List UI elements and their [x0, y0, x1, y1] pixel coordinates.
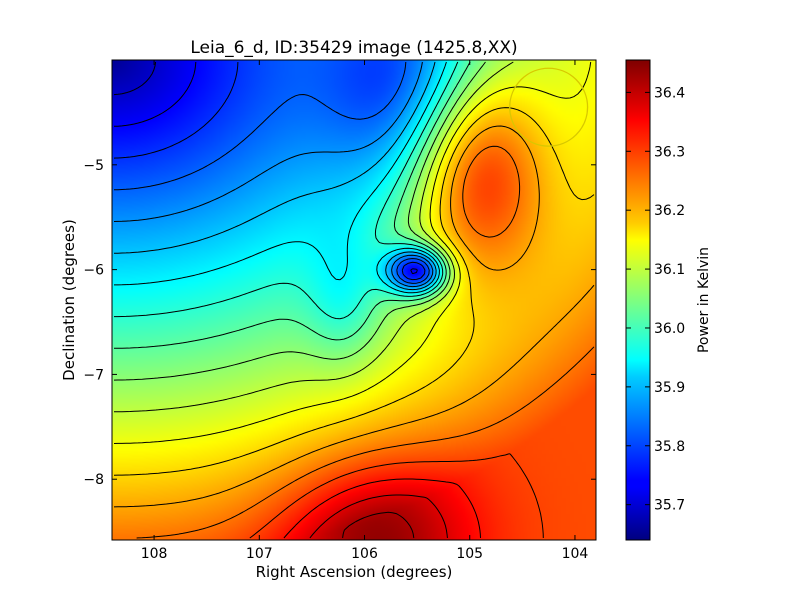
- colorbar-tick-label: 35.9: [654, 380, 685, 396]
- colorbar-tick-label: 36.1: [654, 262, 685, 278]
- contour-line: [113, 107, 595, 476]
- contour-line: [113, 61, 426, 281]
- x-tick-label: 107: [246, 546, 273, 562]
- contour-line: [114, 61, 459, 320]
- y-tick-label: −8: [83, 472, 104, 488]
- colorbar-gradient: [626, 60, 650, 540]
- x-tick-label: 104: [562, 546, 589, 562]
- contour-line: [114, 61, 471, 349]
- x-tick-label: 108: [141, 546, 168, 562]
- contour-line: [113, 61, 430, 284]
- x-axis: 108 107 106 105 104: [141, 60, 589, 562]
- contour-line: [113, 61, 418, 275]
- y-axis-label: Declination (degrees): [60, 219, 78, 381]
- y-axis: −5 −6 −7 −8: [83, 158, 596, 488]
- colorbar-ticks: 35.7 35.8 35.9 36.0 36.1 36.2 36.3 36.4: [626, 85, 685, 514]
- colorbar-tick-label: 35.8: [654, 439, 685, 455]
- plot-area: [111, 59, 597, 541]
- contour-line: [113, 61, 514, 413]
- contour-line: [136, 145, 595, 539]
- contour-line: [113, 61, 434, 288]
- beam-circle: [509, 67, 589, 147]
- colorbar-frame: [625, 59, 651, 541]
- colorbar-tick-label: 36.2: [654, 203, 685, 219]
- colorbar-tick-label: 35.7: [654, 498, 685, 514]
- contour-line: [249, 453, 544, 539]
- x-axis-label: Right Ascension (degrees): [256, 563, 453, 581]
- chart-title: Leia_6_d, ID:35429 image (1425.8,XX): [190, 38, 517, 58]
- contour-line: [113, 61, 157, 96]
- x-tick-label: 106: [351, 546, 378, 562]
- contour-line: [114, 61, 437, 291]
- contour-line: [114, 61, 447, 294]
- plot-frame: [111, 59, 597, 541]
- colorbar: 35.7 35.8 35.9 36.0 36.1 36.2 36.3 36.4 Power i…: [625, 59, 712, 541]
- y-tick-label: −7: [83, 367, 104, 383]
- colorbar-label: Power in Kelvin: [696, 247, 712, 353]
- colorbar-tick-label: 36.4: [654, 85, 685, 101]
- contour-line: [342, 511, 415, 539]
- colorbar-tick-label: 36.3: [654, 144, 685, 160]
- contour-line: [113, 61, 592, 444]
- contour-line: [113, 125, 595, 508]
- contour-line: [283, 478, 481, 539]
- y-tick-label: −5: [83, 158, 104, 174]
- contour-lines: [113, 61, 595, 539]
- y-tick-label: −6: [83, 263, 104, 279]
- x-tick-label: 105: [456, 546, 483, 562]
- contour-line: [113, 61, 486, 381]
- contour-line: [309, 494, 448, 539]
- heatmap-image: [112, 60, 596, 540]
- colorbar-tick-label: 36.0: [654, 321, 685, 337]
